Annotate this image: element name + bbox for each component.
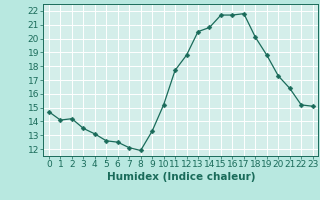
X-axis label: Humidex (Indice chaleur): Humidex (Indice chaleur) [107, 172, 255, 182]
